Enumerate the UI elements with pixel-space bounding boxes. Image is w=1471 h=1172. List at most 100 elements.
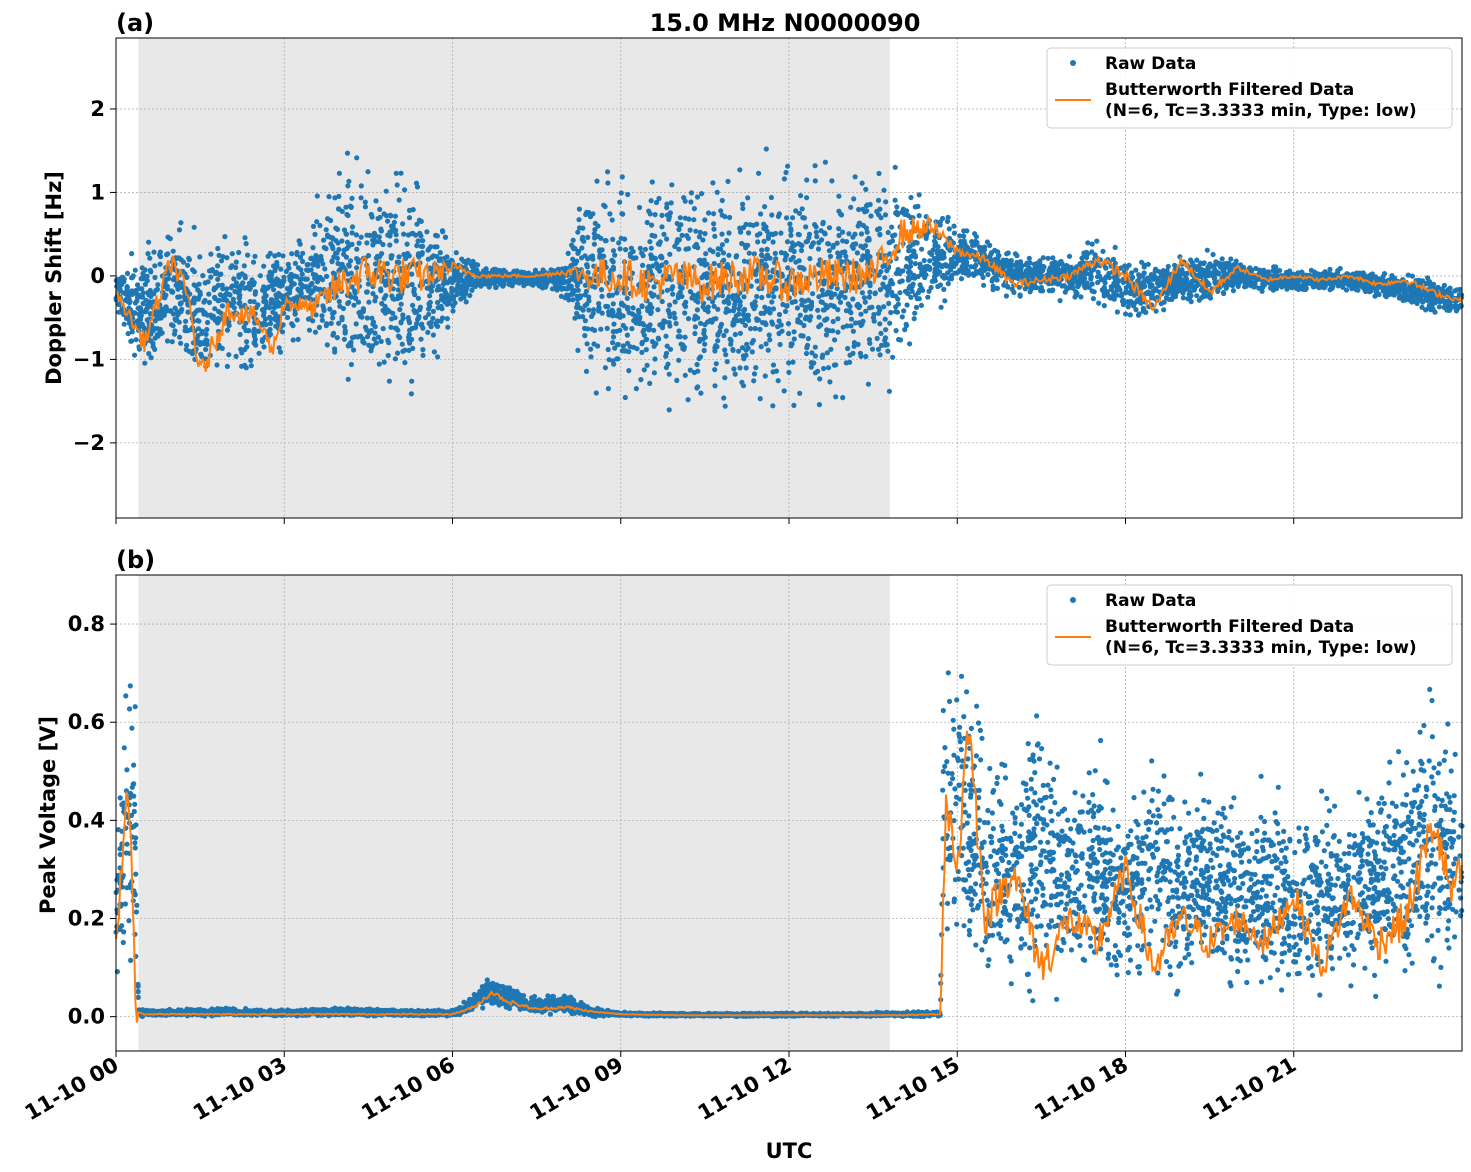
raw-point (1214, 270, 1220, 276)
raw-point (610, 329, 616, 335)
raw-point (761, 238, 767, 244)
raw-point (325, 234, 331, 240)
raw-point (434, 244, 440, 250)
raw-point (895, 301, 902, 307)
raw-point (973, 234, 980, 240)
raw-point (1082, 284, 1088, 291)
raw-point (763, 308, 769, 314)
raw-point (746, 317, 752, 323)
raw-point (1230, 288, 1236, 294)
raw-point (233, 259, 239, 265)
raw-point (809, 350, 815, 356)
raw-point (767, 274, 774, 280)
raw-point (369, 315, 375, 321)
raw-point (1041, 264, 1047, 270)
raw-point (261, 284, 267, 290)
raw-point (411, 286, 417, 292)
raw-point (951, 230, 958, 236)
raw-point (444, 254, 450, 260)
raw-point (354, 265, 360, 271)
raw-point (876, 212, 882, 218)
raw-point (826, 248, 833, 254)
raw-point (682, 310, 688, 316)
raw-point (796, 258, 802, 264)
raw-point (237, 331, 243, 338)
raw-point (651, 284, 657, 290)
raw-point (775, 378, 781, 384)
raw-point (469, 264, 475, 270)
raw-point (625, 304, 631, 311)
raw-point (787, 221, 793, 227)
raw-point (830, 242, 836, 249)
raw-point (348, 361, 354, 368)
raw-point (349, 195, 355, 201)
raw-point (178, 340, 184, 346)
raw-point (575, 250, 581, 256)
raw-point (462, 291, 468, 297)
raw-point (694, 307, 701, 313)
raw-point (580, 225, 586, 231)
raw-point (982, 261, 988, 268)
raw-point (775, 324, 781, 330)
raw-point (666, 371, 672, 377)
raw-point (932, 269, 938, 275)
raw-point (445, 324, 451, 330)
raw-point (941, 254, 947, 260)
raw-point (252, 253, 258, 259)
raw-point (224, 363, 230, 369)
raw-point (943, 275, 949, 281)
raw-point (128, 338, 134, 344)
raw-point (617, 246, 623, 252)
raw-point (759, 253, 765, 259)
raw-point (373, 198, 379, 204)
raw-point (1091, 266, 1097, 273)
raw-point (655, 307, 661, 313)
raw-point (645, 308, 651, 314)
raw-point (682, 372, 688, 378)
raw-point (798, 247, 805, 254)
raw-point (267, 320, 274, 327)
raw-point (913, 239, 919, 245)
raw-point (226, 352, 232, 358)
raw-point (795, 317, 801, 323)
raw-point (370, 291, 376, 297)
raw-point (619, 174, 625, 180)
raw-point (359, 314, 365, 320)
raw-point (940, 215, 946, 222)
raw-point (790, 215, 796, 221)
raw-point (278, 266, 284, 272)
raw-point (266, 273, 272, 279)
raw-point (1205, 280, 1211, 286)
raw-point (1158, 301, 1164, 307)
raw-point (739, 345, 746, 351)
raw-point (248, 363, 254, 369)
raw-point (355, 334, 361, 340)
raw-point (401, 231, 407, 237)
raw-point (186, 257, 192, 263)
raw-point (324, 273, 330, 279)
raw-point (310, 271, 316, 277)
raw-point (835, 307, 841, 313)
raw-point (1250, 280, 1256, 286)
raw-point (306, 327, 313, 333)
raw-point (605, 180, 611, 186)
raw-point (297, 241, 303, 247)
raw-point (815, 368, 821, 374)
raw-point (308, 267, 314, 273)
raw-point (251, 299, 257, 305)
raw-point (803, 304, 809, 310)
raw-point (800, 215, 806, 221)
raw-point (566, 283, 572, 289)
raw-point (124, 270, 131, 276)
raw-point (430, 332, 436, 338)
raw-point (121, 321, 127, 327)
raw-point (253, 342, 259, 348)
raw-point (1096, 300, 1102, 306)
raw-point (711, 226, 717, 232)
raw-point (640, 262, 646, 268)
raw-point (389, 293, 395, 299)
raw-point (840, 324, 846, 330)
raw-point (912, 310, 918, 316)
raw-point (937, 222, 943, 228)
